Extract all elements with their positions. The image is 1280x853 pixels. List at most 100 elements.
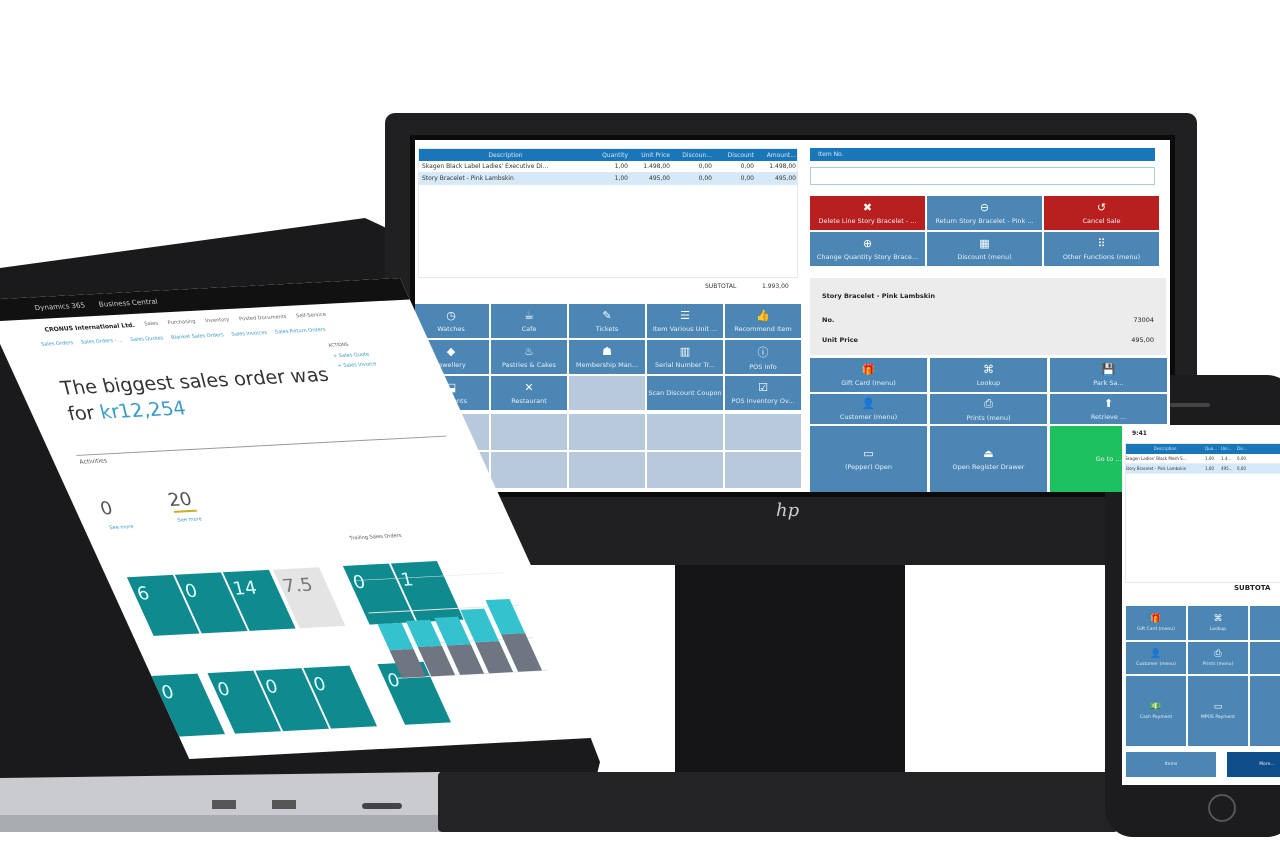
- menu-posted-documents[interactable]: Posted Documents: [238, 314, 288, 323]
- tile-label: Watches: [437, 325, 465, 333]
- link-sales-orders[interactable]: Sales Orders: [40, 340, 75, 348]
- action-other-functions-menu[interactable]: ⠿ Other Functions (menu): [1044, 232, 1159, 266]
- function-pepper-open[interactable]: ▭ (Pepper) Open: [810, 426, 927, 492]
- tile-label: Delete Line Story Bracelet - ...: [818, 217, 917, 225]
- function-retrieve[interactable]: ⬆ Retrieve ...: [1050, 394, 1167, 424]
- phone-tile-gift-card-menu[interactable]: 🎁 Gift Card (menu): [1126, 606, 1186, 640]
- tile-label: Cafe: [521, 325, 537, 333]
- phone-tile-prints-menu[interactable]: ⎙ Prints (menu): [1188, 642, 1248, 674]
- tile-label: POS Inventory Ov...: [731, 397, 795, 405]
- tile-pastries-cakes[interactable]: ♨ Pastries & Cakes: [491, 340, 567, 374]
- phone-home-button: [1208, 794, 1236, 822]
- tile-restaurant[interactable]: ✕ Restaurant: [491, 376, 567, 410]
- table-row[interactable]: Skagen Ladies' Black Mesh S... 1,00 1.4.…: [1125, 454, 1280, 464]
- table-row[interactable]: Skagen Black Label Ladies' Executive Di.…: [419, 161, 797, 173]
- minus-circle-icon: ⊖: [979, 201, 990, 214]
- grid-icon: ⠿: [1097, 237, 1106, 250]
- tile-label: Cancel Sale: [1082, 217, 1121, 225]
- phone-tile-cash-payment[interactable]: 💵 Cash Payment: [1126, 676, 1186, 746]
- printer-icon: ⎙: [984, 396, 993, 410]
- tile-label: Customer (menu): [839, 413, 898, 421]
- action-return-story-bracelet-pink[interactable]: ⊖ Return Story Bracelet - Pink ...: [927, 196, 1042, 230]
- company-name: CRONUS International Ltd.: [43, 321, 137, 334]
- app-name: Business Central: [97, 297, 160, 309]
- unit-price-value: 495,00: [1131, 336, 1154, 344]
- link-sales-invoices[interactable]: Sales Invoices: [230, 330, 269, 338]
- action-sales-quote[interactable]: + Sales Quote: [332, 351, 371, 360]
- more-button[interactable]: More...: [1227, 752, 1280, 777]
- tile-cafe[interactable]: ☕ Cafe: [491, 304, 567, 338]
- cash-icon: 💵: [1150, 702, 1162, 712]
- table-row[interactable]: Story Bracelet - Pink Lambskin 1,00 495,…: [419, 173, 797, 185]
- tile-scan-discount-coupon[interactable]: Scan Discount Coupon: [647, 376, 723, 410]
- menu-inventory[interactable]: Inventory: [204, 316, 231, 325]
- bar-series0-3: [474, 641, 514, 674]
- function-gift-card-menu[interactable]: 🎁 Gift Card (menu): [810, 358, 927, 392]
- tile-empty: [569, 414, 645, 450]
- tile-watches[interactable]: ◷ Watches: [415, 304, 489, 338]
- link-sales-orders[interactable]: Sales Orders - ...: [79, 337, 125, 346]
- function-customer-menu[interactable]: 👤 Customer (menu): [810, 394, 927, 424]
- item-no-input[interactable]: [810, 167, 1155, 185]
- tile-recommend-item[interactable]: 👍 Recommend Item: [725, 304, 801, 338]
- headline-value: for kr12,254: [63, 397, 191, 426]
- items-button[interactable]: Items: [1126, 752, 1216, 777]
- tile-serial-number-tr[interactable]: ▥ Serial Number Tr...: [647, 340, 723, 374]
- info-icon: ⓘ: [757, 345, 769, 359]
- tile-label: Change Quantity Story Brace...: [816, 253, 919, 261]
- function-prints-menu[interactable]: ⎙ Prints (menu): [930, 394, 1047, 424]
- tile-item-various-unit[interactable]: ☰ Item Various Unit ...: [647, 304, 723, 338]
- function-park-sa[interactable]: 💾 Park Sa...: [1050, 358, 1167, 392]
- action-delete-line-story-bracelet[interactable]: ✖ Delete Line Story Bracelet - ...: [810, 196, 925, 230]
- monitor-base: [438, 772, 1118, 832]
- tile-label: Gift Card (menu): [1137, 627, 1175, 632]
- park-icon: 💾: [1101, 363, 1116, 376]
- tile-empty: [647, 452, 723, 488]
- stack-icon: ☰: [680, 309, 690, 322]
- phone-tile-empty: [1250, 676, 1280, 746]
- phone-tile-mpos-payment[interactable]: ▭ MPOS Payment: [1188, 676, 1248, 746]
- menu-sales[interactable]: Sales: [143, 320, 160, 328]
- link-sales-quotes[interactable]: Sales Quotes: [129, 335, 165, 344]
- action-sales-invoice[interactable]: + Sales Invoice: [336, 361, 378, 370]
- tile-label: Membership Man...: [575, 361, 639, 369]
- action-cancel-sale[interactable]: ↺ Cancel Sale: [1044, 196, 1159, 230]
- kpi-link[interactable]: See more: [108, 524, 135, 532]
- gift-icon: 🎁: [1150, 614, 1162, 624]
- table-row[interactable]: Story Bracelet - Pink Lambskin 1,00 495.…: [1125, 464, 1280, 474]
- phone-tile-lookup[interactable]: ⌘ Lookup: [1188, 606, 1248, 640]
- tile-empty: [647, 414, 723, 450]
- link-blanket-sales-orders[interactable]: Blanket Sales Orders: [170, 332, 226, 341]
- usb-port: [272, 800, 296, 809]
- tile-tickets[interactable]: ✎ Tickets: [569, 304, 645, 338]
- kpi-link[interactable]: See more: [176, 516, 204, 524]
- diamond-icon: ◆: [446, 345, 456, 358]
- tile-membership-man[interactable]: ☗ Membership Man...: [569, 340, 645, 374]
- link-sales-return-orders[interactable]: Sales Return Orders: [273, 326, 327, 336]
- tile-empty: [725, 414, 801, 450]
- tile-empty: [569, 452, 645, 488]
- gift-icon: 🎁: [861, 363, 876, 376]
- tile-label: Jewellery: [436, 361, 466, 369]
- headline: The biggest sales order was: [56, 364, 333, 400]
- tile-pos-inventory-ov[interactable]: ☑ POS Inventory Ov...: [725, 376, 801, 410]
- unit-price-caption: Unit Price: [822, 336, 858, 344]
- tile-label: Item Various Unit ...: [652, 325, 718, 333]
- phone-tile-customer-menu[interactable]: 👤 Customer (menu): [1126, 642, 1186, 674]
- menu-purchasing[interactable]: Purchasing: [166, 318, 197, 327]
- item-no-caption: No.: [822, 316, 835, 324]
- tile-label: Discount (menu): [957, 253, 1012, 261]
- function-lookup[interactable]: ⌘ Lookup: [930, 358, 1047, 392]
- action-discount-menu[interactable]: ▦ Discount (menu): [927, 232, 1042, 266]
- tile-pos-info[interactable]: ⓘ POS Info: [725, 340, 801, 374]
- bar-series0-2: [446, 644, 485, 675]
- cake-icon: ♨: [524, 345, 534, 358]
- monitor-logo: hp: [776, 500, 800, 521]
- calculator-icon: ▦: [979, 237, 990, 250]
- action-change-quantity-story-brace[interactable]: ⊕ Change Quantity Story Brace...: [810, 232, 925, 266]
- menu-self-service[interactable]: Self-Service: [295, 311, 328, 320]
- sales-orders-chart: [353, 572, 549, 679]
- thumbs-up-icon: 👍: [756, 309, 770, 322]
- plus-circle-icon: ⊕: [862, 237, 873, 250]
- function-open-register-drawer[interactable]: ⏏ Open Register Drawer: [930, 426, 1047, 492]
